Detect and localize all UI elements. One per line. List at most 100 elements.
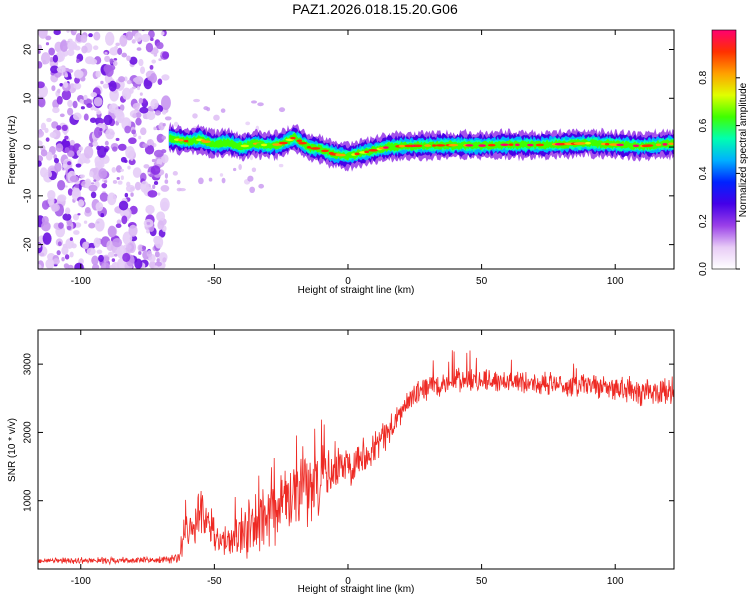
- noise-blob: [40, 149, 48, 157]
- noise-blob: [137, 86, 141, 91]
- noise-blob: [161, 74, 170, 81]
- noise-blob: [129, 87, 134, 94]
- noise-blob: [127, 165, 131, 170]
- noise-blob: [47, 171, 53, 178]
- ridge-hot-spot: [217, 141, 227, 145]
- snr-y-tick-label: 2000: [23, 421, 34, 444]
- noise-blob: [147, 76, 155, 81]
- noise-blob: [38, 30, 48, 39]
- noise-blob: [161, 95, 171, 111]
- spectrogram-frame: [37, 29, 675, 270]
- ridge-hot-spot: [448, 143, 459, 147]
- noise-blob: [47, 189, 56, 200]
- noise-blob: [127, 241, 137, 254]
- colorbar-gradient: [712, 30, 736, 269]
- noise-blob: [83, 94, 88, 100]
- spectrogram-x-tick-label: 0: [345, 276, 351, 287]
- noise-blob: [67, 264, 74, 269]
- noise-blob: [151, 158, 157, 163]
- noise-blob: [100, 262, 111, 269]
- noise-blob: [111, 167, 117, 173]
- noise-blob: [86, 247, 96, 256]
- ridge-hot-spot: [655, 143, 662, 147]
- spectrogram-y-tick-label: 0: [23, 144, 34, 150]
- ridge-hot-spot: [500, 143, 509, 147]
- noise-blob: [62, 243, 68, 249]
- noise-blob: [164, 116, 172, 121]
- noise-blob: [68, 69, 74, 73]
- spectrogram-x-axis-label: Height of straight line (km): [298, 285, 415, 296]
- noise-blob: [238, 163, 242, 171]
- noise-blob: [156, 133, 165, 143]
- noise-blob: [98, 254, 104, 262]
- noise-blob: [156, 258, 160, 263]
- noise-blob: [105, 128, 115, 140]
- noise-blob: [206, 107, 211, 112]
- noise-blob: [93, 97, 103, 107]
- noise-blob: [57, 241, 62, 247]
- noise-blob: [109, 264, 116, 269]
- noise-blob: [124, 125, 131, 134]
- noise-blob: [74, 77, 80, 84]
- noise-blob: [72, 100, 78, 109]
- ridge-hot-spot: [232, 143, 238, 147]
- noise-blob: [90, 191, 97, 199]
- colorbar-tick-label: 0.8: [698, 70, 709, 84]
- noise-blob: [220, 108, 226, 113]
- noise-blob: [39, 252, 45, 257]
- noise-blob: [96, 249, 103, 254]
- ridge-hot-spot: [260, 143, 268, 147]
- ridge-hot-spot: [210, 142, 215, 146]
- noise-blob: [131, 39, 136, 44]
- noise-blob: [58, 222, 64, 229]
- noise-blob: [67, 107, 74, 116]
- noise-blob: [80, 106, 85, 110]
- noise-blob: [126, 181, 131, 187]
- noise-blob: [112, 60, 118, 67]
- noise-blob: [64, 185, 68, 188]
- spectrogram-y-axis-label: Frequency (Hz): [7, 116, 18, 185]
- noise-blob: [40, 122, 47, 131]
- noise-blob: [146, 111, 156, 121]
- noise-blob: [56, 250, 61, 256]
- noise-blob: [129, 56, 138, 65]
- noise-blob: [245, 121, 251, 126]
- noise-blob: [176, 187, 182, 192]
- ridge-hot-spot: [478, 144, 486, 147]
- noise-blob: [72, 112, 82, 121]
- snr-x-tick-label: -50: [207, 576, 222, 587]
- snr-x-tick-label: -100: [71, 576, 91, 587]
- noise-blob: [111, 146, 118, 152]
- ridge-hot-spot: [298, 141, 307, 145]
- noise-blob: [221, 177, 226, 184]
- noise-blob: [59, 113, 65, 118]
- noise-blob: [65, 207, 71, 215]
- noise-blob: [138, 58, 144, 67]
- noise-blob: [42, 232, 52, 245]
- noise-blob: [90, 182, 95, 185]
- noise-blob: [139, 106, 149, 114]
- noise-blob: [83, 220, 88, 224]
- snr-series-line: [38, 350, 674, 566]
- snr-x-tick-label: 50: [476, 576, 488, 587]
- noise-blob: [77, 199, 85, 207]
- noise-blob: [61, 89, 72, 101]
- noise-blob: [103, 114, 113, 126]
- colorbar-tick-label: 0.6: [698, 118, 709, 132]
- noise-blob: [125, 31, 134, 41]
- noise-blob: [82, 181, 86, 185]
- noise-blob: [151, 59, 157, 64]
- noise-blob: [233, 167, 237, 172]
- noise-blob: [109, 47, 119, 56]
- noise-blob: [120, 175, 124, 181]
- noise-blob: [162, 123, 166, 127]
- noise-blob: [99, 128, 103, 132]
- noise-blob: [143, 164, 150, 169]
- ridge-hot-spot: [431, 144, 437, 147]
- noise-blob: [130, 155, 134, 161]
- spectrogram-ridge: [168, 121, 674, 172]
- noise-blob: [161, 109, 167, 115]
- noise-blob: [213, 114, 220, 121]
- snr-x-tick-label: 0: [345, 576, 351, 587]
- ridge-hot-spot: [508, 143, 514, 146]
